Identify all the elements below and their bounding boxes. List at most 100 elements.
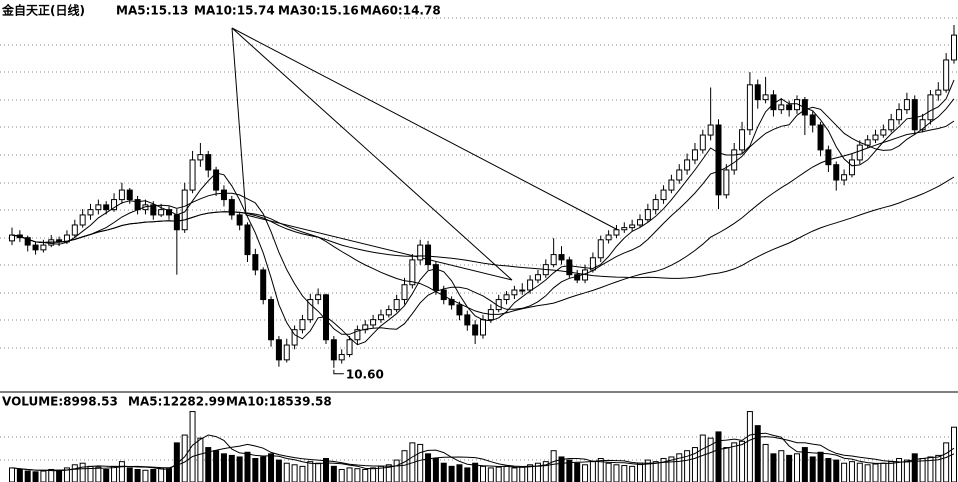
candle-body	[943, 59, 950, 91]
volume-bar	[503, 465, 510, 482]
candle-body	[111, 199, 118, 211]
candle-body	[911, 99, 918, 131]
candle-body	[480, 319, 486, 336]
candle-body	[652, 199, 659, 211]
candle-body	[393, 299, 400, 311]
volume-bar	[456, 464, 463, 482]
candle-body	[778, 104, 785, 111]
volume-bar	[440, 462, 447, 482]
volume-bar	[338, 468, 345, 482]
candle-body	[354, 329, 361, 341]
candle-body	[456, 304, 463, 316]
candle-body	[558, 254, 565, 261]
volume-bar	[582, 464, 589, 482]
volume-bar	[848, 461, 855, 482]
candle-body	[95, 204, 102, 211]
candle-body	[432, 264, 439, 291]
volume-bar	[495, 466, 502, 482]
volume-bar	[943, 442, 950, 482]
volume-header-bg	[0, 393, 360, 410]
volume-bar	[888, 461, 895, 482]
candle-body	[637, 219, 643, 226]
candle-body	[935, 89, 942, 96]
volume-bar	[268, 453, 275, 482]
volume-bar	[864, 464, 871, 482]
candle-body	[79, 214, 86, 226]
volume-bar	[111, 465, 118, 482]
volume-bar	[362, 468, 369, 482]
candle-body	[676, 169, 683, 181]
candle-body	[739, 129, 746, 151]
candle-body	[236, 214, 243, 226]
volume-bar	[56, 469, 63, 482]
volume-bar	[244, 451, 251, 482]
volume-bar	[472, 462, 479, 482]
candle-body	[809, 114, 816, 126]
volume-bar	[794, 453, 800, 482]
volume-bar	[315, 462, 322, 482]
volume-bar	[299, 465, 306, 482]
volume-average-line	[11, 432, 955, 472]
candle-body	[228, 199, 235, 216]
indicator: MA10:15.74	[194, 4, 275, 18]
candle-body	[472, 324, 479, 336]
candle-body	[173, 214, 180, 231]
volume-bar	[613, 464, 620, 482]
candle-body	[644, 209, 651, 221]
annotation-arrow	[333, 369, 344, 375]
volume-bar	[715, 431, 722, 482]
volume-bar	[707, 437, 714, 482]
volume-bar	[236, 456, 243, 482]
volume-bar	[762, 443, 769, 482]
candle-body	[660, 189, 667, 201]
volume-bar	[9, 467, 15, 482]
candle-body	[32, 244, 39, 251]
moving-average-line	[11, 79, 955, 346]
volume-bar	[103, 468, 110, 482]
volume-bar	[637, 462, 643, 482]
volume-average-line	[11, 436, 955, 471]
candle-body	[24, 237, 31, 246]
candle-body	[150, 204, 157, 216]
volume-bar	[817, 451, 824, 482]
candle-body	[299, 319, 306, 331]
candle-body	[534, 274, 541, 281]
candle-body	[841, 174, 848, 181]
candle-body	[613, 229, 620, 236]
volume-bar	[723, 447, 730, 482]
indicator: MA5:15.13	[116, 4, 188, 18]
candle-body	[283, 344, 290, 361]
trend-lines	[231, 27, 619, 281]
candle-body	[566, 259, 573, 276]
candle-body	[707, 124, 714, 136]
candle-body	[103, 204, 110, 211]
volume-bar	[605, 462, 612, 482]
candle-body	[951, 34, 957, 61]
volume-bar	[448, 465, 455, 482]
volume-bar	[189, 411, 196, 482]
candle-body	[621, 227, 628, 231]
volume-title: VOLUME:8998.53	[2, 395, 118, 409]
candle-body	[260, 269, 267, 301]
volume-bar	[527, 464, 534, 482]
volume-bar	[166, 468, 172, 482]
candle-body	[205, 154, 212, 171]
candle-body	[370, 319, 377, 326]
volume-bar	[425, 453, 432, 482]
volume-indicator: MA5:12282.99	[128, 395, 225, 409]
moving-average-line	[11, 176, 955, 279]
volume-bar	[370, 467, 377, 482]
volume-bar	[220, 453, 227, 482]
volume-bar	[228, 454, 235, 482]
volume-bar	[32, 471, 39, 482]
volume-bar	[880, 462, 887, 482]
candle-body	[880, 129, 887, 136]
volume-bar	[770, 453, 777, 482]
candle-body	[684, 159, 691, 171]
volume-bar	[487, 467, 494, 482]
candle-body	[605, 234, 612, 241]
candle-body	[126, 189, 133, 201]
volume-bar	[393, 459, 400, 482]
volume-bar	[652, 461, 659, 482]
